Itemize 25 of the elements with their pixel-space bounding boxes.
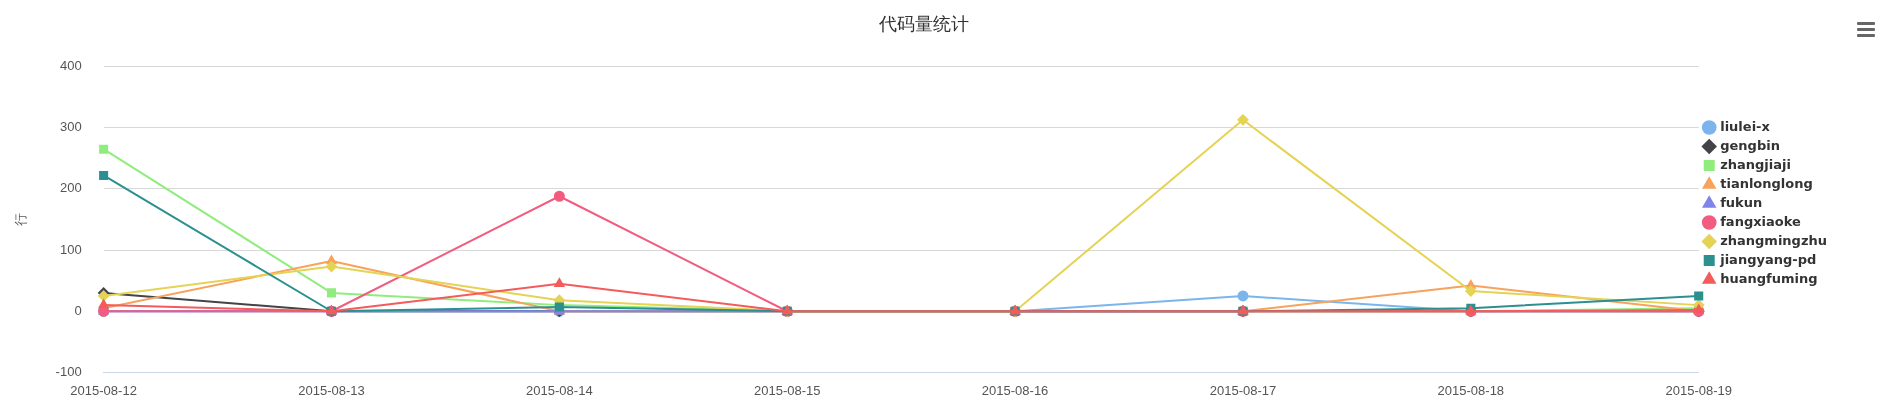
legend-label: zhangmingzhu xyxy=(1720,232,1827,248)
x-tick-label: 2015-08-16 xyxy=(981,382,1049,398)
x-tick-label: 2015-08-19 xyxy=(1665,382,1732,398)
x-tick-label: 2015-08-15 xyxy=(753,382,821,398)
chart-title: 代码量统计 xyxy=(877,13,969,35)
y-tick-label: 100 xyxy=(59,241,82,257)
legend-label: tianlonglong xyxy=(1720,175,1813,191)
legend-label: jiangyang-pd xyxy=(1719,251,1817,267)
legend-label: liulei-x xyxy=(1720,118,1771,134)
legend-label: fukun xyxy=(1720,194,1763,210)
legend-label: fangxiaoke xyxy=(1720,213,1802,229)
x-tick-label: 2015-08-18 xyxy=(1437,382,1505,398)
y-tick-label: 200 xyxy=(59,180,82,196)
legend-label: huangfuming xyxy=(1720,270,1818,286)
y-tick-label: 400 xyxy=(59,58,82,74)
y-axis-title: 行 xyxy=(13,213,29,226)
y-tick-label: 0 xyxy=(74,302,82,318)
y-tick-label: -100 xyxy=(55,363,82,379)
y-tick-label: 300 xyxy=(59,119,82,135)
x-tick-label: 2015-08-14 xyxy=(526,382,593,398)
x-tick-label: 2015-08-12 xyxy=(70,382,137,398)
legend-label: gengbin xyxy=(1720,137,1780,153)
x-tick-label: 2015-08-17 xyxy=(1209,382,1277,398)
x-tick-label: 2015-08-13 xyxy=(298,382,365,398)
legend-label: zhangjiaji xyxy=(1720,156,1791,172)
